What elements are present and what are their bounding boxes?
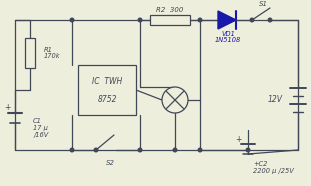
- Circle shape: [70, 148, 74, 152]
- Text: 8752: 8752: [97, 94, 117, 103]
- Text: R1
170k: R1 170k: [44, 46, 61, 60]
- Text: VD1
1N5108: VD1 1N5108: [215, 31, 241, 44]
- Text: S2: S2: [105, 160, 114, 166]
- Bar: [78, 65, 136, 115]
- Circle shape: [138, 148, 142, 152]
- Bar: [25, 38, 35, 68]
- Circle shape: [70, 18, 74, 22]
- Text: +C2
2200 μ /25V: +C2 2200 μ /25V: [253, 161, 294, 174]
- Circle shape: [198, 18, 202, 22]
- Circle shape: [246, 148, 250, 152]
- Circle shape: [94, 148, 98, 152]
- Text: R2  300: R2 300: [156, 7, 184, 13]
- Circle shape: [173, 148, 177, 152]
- Bar: [150, 15, 190, 25]
- Polygon shape: [218, 11, 236, 29]
- Text: 12V: 12V: [268, 95, 283, 105]
- Text: +: +: [5, 103, 11, 113]
- Circle shape: [162, 87, 188, 113]
- Text: IC  TWH: IC TWH: [92, 76, 122, 86]
- Text: +: +: [235, 135, 241, 145]
- Circle shape: [198, 148, 202, 152]
- Text: S1: S1: [258, 1, 267, 7]
- Circle shape: [138, 18, 142, 22]
- Circle shape: [250, 18, 254, 22]
- Text: C1
17 μ
/16V: C1 17 μ /16V: [33, 118, 48, 138]
- Circle shape: [268, 18, 272, 22]
